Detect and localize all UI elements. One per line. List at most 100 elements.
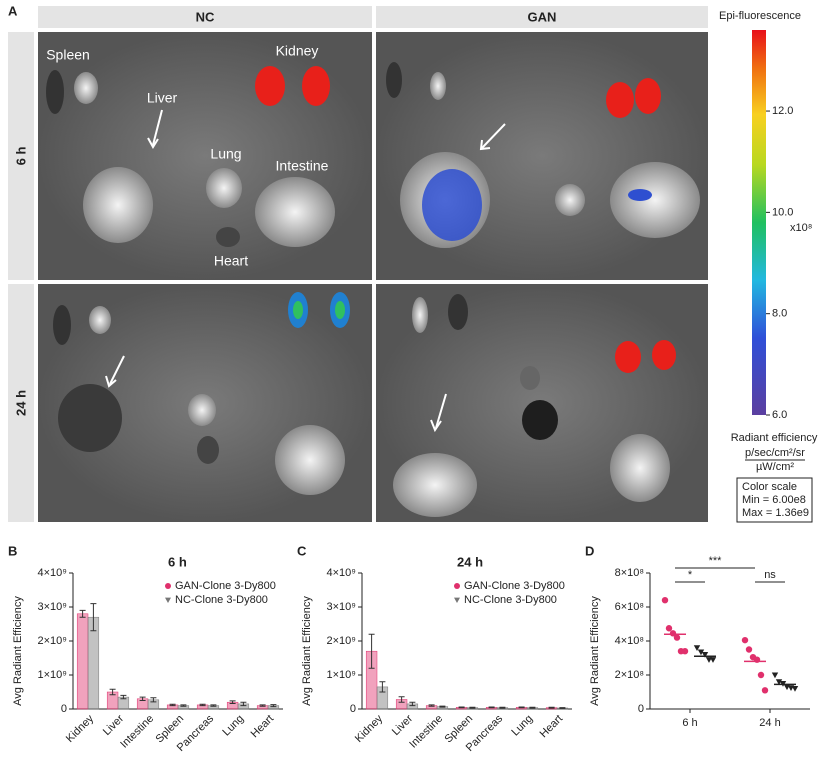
- x-tick-label: Heart: [249, 713, 277, 741]
- significance-label: ns: [764, 569, 776, 581]
- y-tick-label: 8×10⁸: [615, 567, 644, 579]
- panel-a: A NC GAN 6 h 24 h: [8, 3, 818, 523]
- y-tick-label: 4×10⁹: [327, 567, 357, 579]
- chart-title: 24 h: [457, 554, 483, 569]
- error-bar: [180, 704, 187, 707]
- bar: [76, 613, 89, 710]
- colorbar-tick-label: 10.0: [772, 206, 793, 218]
- row-label: 24 h: [13, 390, 28, 416]
- colorbar-multiplier: x10⁸: [790, 222, 812, 234]
- color-scale-text: Color scale: [742, 481, 797, 493]
- y-tick-label: 0: [350, 703, 356, 715]
- legend-label: NC-Clone 3-Dy800: [175, 594, 268, 606]
- y-tick-label: 4×10⁹: [38, 567, 68, 579]
- x-tick-label: 6 h: [682, 717, 697, 729]
- error-bar: [199, 703, 206, 707]
- color-scale-text: Max = 1.36e9: [742, 507, 809, 519]
- error-bar: [548, 706, 555, 709]
- organ-label: Intestine: [276, 158, 329, 174]
- error-bar: [109, 688, 116, 696]
- data-point: [775, 679, 783, 685]
- column-header: [38, 6, 372, 28]
- x-tick-label: Heart: [538, 713, 566, 741]
- y-tick-label: 0: [638, 703, 644, 715]
- organs: [46, 62, 700, 517]
- y-tick-label: 4×10⁸: [615, 635, 644, 647]
- y-tick-label: 2×10⁹: [327, 635, 357, 647]
- data-point: [673, 634, 681, 641]
- column-label: GAN: [528, 9, 557, 24]
- data-point: [761, 687, 769, 694]
- panel-label: C: [297, 543, 307, 558]
- panel-label: A: [8, 3, 18, 18]
- y-tick-label: 3×10⁹: [38, 601, 68, 613]
- organ-label: Spleen: [46, 47, 90, 63]
- error-bar: [428, 704, 435, 707]
- error-bar: [210, 704, 217, 707]
- error-bar: [150, 697, 157, 703]
- data-point: [709, 657, 717, 663]
- error-bar: [270, 704, 277, 708]
- error-bar: [379, 681, 386, 693]
- y-tick-label: 1×10⁹: [327, 669, 357, 681]
- error-bar: [259, 704, 266, 707]
- arrows: [105, 109, 506, 433]
- organ-label: Lung: [210, 146, 241, 162]
- data-point: [665, 625, 673, 632]
- y-tick-label: 2×10⁹: [38, 635, 68, 647]
- data-point: [705, 657, 713, 663]
- organ-label: Kidney: [276, 43, 319, 59]
- error-bar: [559, 707, 566, 709]
- colorbar-unit: µW/cm²: [756, 461, 794, 473]
- y-axis-label: Avg Radiant Efficiency: [301, 596, 313, 706]
- error-bar: [398, 696, 405, 703]
- data-point: [791, 686, 799, 692]
- colorbar-unit: p/sec/cm²/sr: [745, 447, 805, 459]
- organ-label: Heart: [214, 253, 248, 269]
- error-bar: [90, 603, 97, 632]
- y-axis-label: Avg Radiant Efficiency: [12, 596, 24, 706]
- x-tick-label: Intestine: [118, 713, 156, 751]
- y-tick-label: 0: [61, 703, 67, 715]
- data-point: [745, 646, 753, 653]
- legend-marker: [165, 583, 171, 589]
- row-header: [8, 284, 34, 522]
- column-header: [376, 6, 708, 28]
- panel-label: D: [585, 543, 594, 558]
- x-tick-label: Intestine: [407, 713, 445, 751]
- error-bar: [488, 706, 495, 709]
- error-bar: [139, 696, 146, 701]
- error-bar: [518, 706, 525, 709]
- error-bar: [409, 701, 416, 707]
- error-bar: [240, 701, 247, 707]
- column-label: NC: [196, 9, 215, 24]
- x-tick-label: Liver: [390, 712, 416, 738]
- data-point: [771, 672, 779, 679]
- data-point: [693, 645, 701, 651]
- data-point: [741, 636, 749, 644]
- error-bar: [120, 694, 127, 700]
- row-header: [8, 32, 34, 280]
- error-bar: [79, 609, 86, 618]
- error-bar: [458, 706, 465, 709]
- colorbar-tick-label: 6.0: [772, 409, 787, 421]
- error-bar: [368, 633, 375, 669]
- legend-marker: [454, 583, 460, 589]
- y-tick-label: 2×10⁸: [615, 669, 644, 681]
- legend-marker: [165, 597, 171, 603]
- legend-marker: [454, 597, 460, 603]
- x-tick-label: Liver: [101, 712, 127, 738]
- error-bar: [499, 706, 506, 709]
- data-point: [661, 597, 669, 604]
- x-tick-label: 24 h: [759, 717, 780, 729]
- error-bar: [169, 703, 176, 707]
- panel-label: B: [8, 543, 17, 558]
- x-tick-label: Kidney: [353, 712, 386, 745]
- row-label: 6 h: [13, 147, 28, 166]
- significance-label: *: [688, 569, 693, 581]
- data-point: [757, 671, 765, 679]
- y-axis-label: Avg Radiant Efficiency: [589, 596, 601, 706]
- color-scale-box: [736, 477, 813, 523]
- data-point: [697, 649, 705, 656]
